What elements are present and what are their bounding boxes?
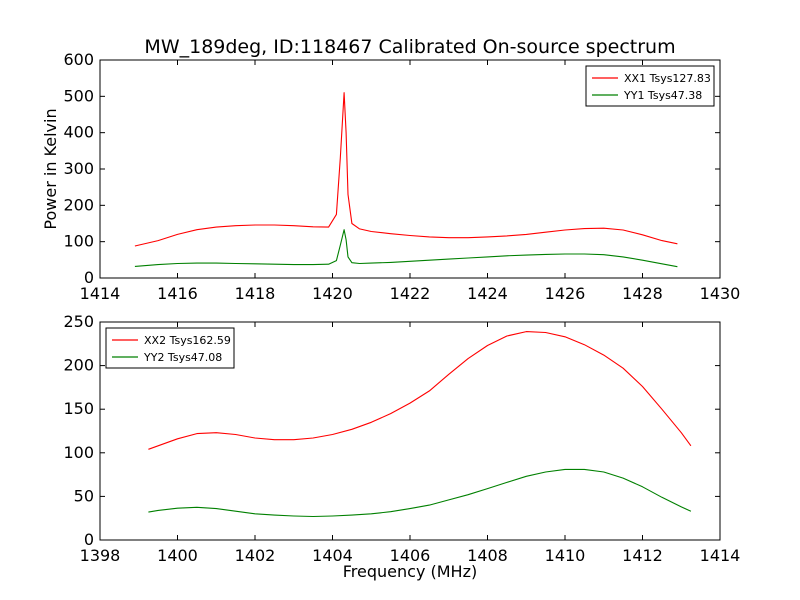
x-tick-label: 1408 (467, 546, 508, 565)
series-line-yy (148, 468, 692, 518)
x-tick-label: 1410 (545, 546, 586, 565)
y-tick-label: 600 (63, 50, 94, 69)
x-tick-label: 1400 (157, 546, 198, 565)
y-tick-label: 200 (63, 195, 94, 214)
y-tick-label: 100 (63, 232, 94, 251)
x-tick-label: 1414 (80, 284, 121, 303)
legend-label: XX1 Tsys127.83 (624, 72, 711, 85)
y-tick-label: 200 (63, 356, 94, 375)
x-axis-title: Frequency (MHz) (343, 562, 477, 581)
y-tick-label: 100 (63, 443, 94, 462)
figure-title: MW_189deg, ID:118467 Calibrated On-sourc… (144, 36, 675, 58)
y-tick-label: 500 (63, 86, 94, 105)
series-line-xx (134, 92, 678, 247)
top-subplot: 1414 1416 1418 1420 1422 1424 1426 1428 1430 0 100… (41, 50, 740, 303)
x-tick-label: 1420 (312, 284, 353, 303)
y-axis-title: Power in Kelvin (41, 108, 60, 229)
x-tick-label: 1422 (390, 284, 431, 303)
y-tick-label: 50 (74, 486, 94, 505)
x-tick-label: 1430 (700, 284, 741, 303)
legend-label: XX2 Tsys162.59 (144, 334, 231, 347)
x-tick-label: 1414 (700, 546, 741, 565)
x-tick-label: 1424 (467, 284, 508, 303)
x-tick-label: 1428 (622, 284, 663, 303)
y-tick-label: 250 (63, 312, 94, 331)
x-tick-label: 1398 (80, 546, 121, 565)
x-tick-label: 1404 (312, 546, 353, 565)
y-tick-label: 0 (84, 268, 94, 287)
series-line-yy (134, 229, 678, 268)
y-tick-label: 0 (84, 530, 94, 549)
series-line-xx (148, 331, 692, 450)
legend-label: YY1 Tsys47.38 (623, 89, 702, 102)
y-tick-label: 300 (63, 159, 94, 178)
x-tick-label: 1416 (157, 284, 198, 303)
legend-label: YY2 Tsys47.08 (143, 351, 222, 364)
legend-box (585, 65, 715, 107)
y-tick-label: 400 (63, 123, 94, 142)
x-tick-label: 1406 (390, 546, 431, 565)
x-tick-label: 1412 (622, 546, 663, 565)
legend-box (105, 327, 235, 369)
bottom-subplot: 1398 1400 1402 1404 1406 1408 1410 1412 1414 0 50 1… (63, 312, 740, 581)
y-tick-label: 150 (63, 399, 94, 418)
x-tick-label: 1418 (235, 284, 276, 303)
x-tick-label: 1426 (545, 284, 586, 303)
x-tick-label: 1402 (235, 546, 276, 565)
